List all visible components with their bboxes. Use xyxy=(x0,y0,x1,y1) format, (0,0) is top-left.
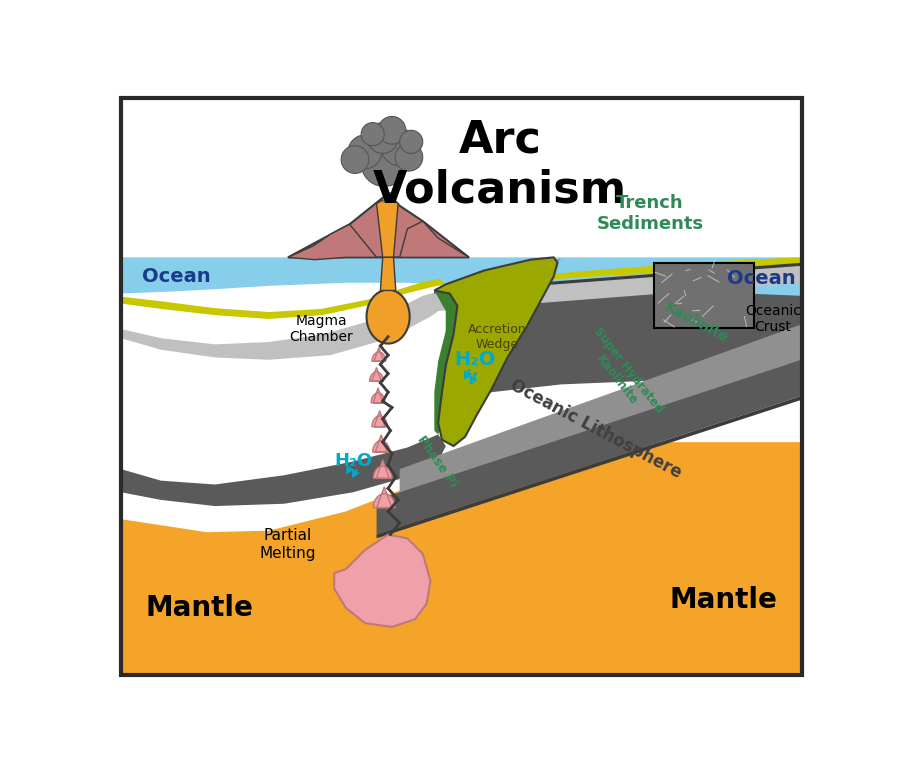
Polygon shape xyxy=(372,411,387,427)
Polygon shape xyxy=(378,116,406,144)
Polygon shape xyxy=(382,129,418,166)
Polygon shape xyxy=(372,347,386,361)
Polygon shape xyxy=(374,460,392,478)
Polygon shape xyxy=(446,291,802,423)
Polygon shape xyxy=(400,130,423,154)
Text: H₂O: H₂O xyxy=(454,350,496,369)
Polygon shape xyxy=(395,143,423,171)
Text: Oceanic Lithosphere: Oceanic Lithosphere xyxy=(508,376,685,482)
Polygon shape xyxy=(341,145,369,174)
Text: Partial
Melting: Partial Melting xyxy=(260,529,316,561)
Polygon shape xyxy=(348,135,382,169)
Polygon shape xyxy=(367,122,398,154)
Polygon shape xyxy=(435,262,802,311)
Polygon shape xyxy=(334,535,430,627)
Polygon shape xyxy=(376,198,398,257)
FancyBboxPatch shape xyxy=(653,262,754,328)
Polygon shape xyxy=(374,487,395,508)
Polygon shape xyxy=(382,192,393,203)
Polygon shape xyxy=(288,224,376,259)
Polygon shape xyxy=(121,279,446,319)
Polygon shape xyxy=(400,324,802,503)
Text: Kaolinite: Kaolinite xyxy=(662,300,730,345)
Text: Arc
Volcanism: Arc Volcanism xyxy=(373,119,626,211)
Polygon shape xyxy=(446,257,802,291)
Polygon shape xyxy=(376,360,802,535)
Text: Trench
Sediments: Trench Sediments xyxy=(597,194,704,233)
Polygon shape xyxy=(121,288,446,506)
Text: Phase Pi: Phase Pi xyxy=(414,433,459,490)
Text: Ocean: Ocean xyxy=(142,267,211,286)
Polygon shape xyxy=(361,122,384,145)
Polygon shape xyxy=(371,388,385,403)
Polygon shape xyxy=(381,257,396,291)
Polygon shape xyxy=(361,140,408,187)
Text: H₂O: H₂O xyxy=(335,452,373,470)
Polygon shape xyxy=(366,290,410,343)
Polygon shape xyxy=(400,221,469,257)
Text: Oceanic
Crust: Oceanic Crust xyxy=(745,304,801,334)
Text: Mantle: Mantle xyxy=(669,586,777,614)
Text: Ocean: Ocean xyxy=(727,269,796,288)
Polygon shape xyxy=(288,194,469,257)
Text: Accretion
Wedge: Accretion Wedge xyxy=(468,323,526,350)
Polygon shape xyxy=(121,288,446,360)
Text: Mantle: Mantle xyxy=(146,594,254,622)
Polygon shape xyxy=(373,435,390,452)
Polygon shape xyxy=(370,367,383,381)
Polygon shape xyxy=(435,259,562,435)
Text: Super Hydrated
Kaolinite: Super Hydrated Kaolinite xyxy=(580,325,666,425)
Text: Magma
Chamber: Magma Chamber xyxy=(289,314,353,344)
Polygon shape xyxy=(121,98,802,257)
Polygon shape xyxy=(435,262,802,294)
Polygon shape xyxy=(376,396,802,539)
Polygon shape xyxy=(435,257,557,446)
Polygon shape xyxy=(121,257,802,296)
Polygon shape xyxy=(121,396,802,675)
